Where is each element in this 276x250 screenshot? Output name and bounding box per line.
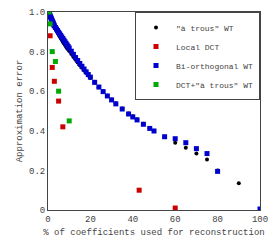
svg-text:% of coefficients used for rec: % of coefficients used for reconstructio… <box>43 228 264 238</box>
svg-text:Local DCT: Local DCT <box>176 43 219 52</box>
svg-text:Bi-orthogonal WT: Bi-orthogonal WT <box>176 62 253 71</box>
svg-text:20: 20 <box>85 215 96 225</box>
svg-text:Approximation error: Approximation error <box>15 60 25 163</box>
svg-text:"à trous" WT: "à trous" WT <box>176 24 234 33</box>
svg-text:0.8: 0.8 <box>29 48 45 58</box>
svg-text:0.4: 0.4 <box>29 127 45 137</box>
svg-text:DCT+"à trous" WT: DCT+"à trous" WT <box>176 81 253 90</box>
svg-text:0.2: 0.2 <box>29 167 45 177</box>
svg-text:60: 60 <box>170 215 181 225</box>
svg-text:0: 0 <box>40 206 45 216</box>
svg-text:0: 0 <box>45 215 50 225</box>
svg-text:0.6: 0.6 <box>29 87 45 97</box>
svg-text:80: 80 <box>212 215 223 225</box>
svg-text:40: 40 <box>127 215 138 225</box>
svg-text:1.0: 1.0 <box>29 8 45 18</box>
svg-text:100: 100 <box>252 215 268 225</box>
